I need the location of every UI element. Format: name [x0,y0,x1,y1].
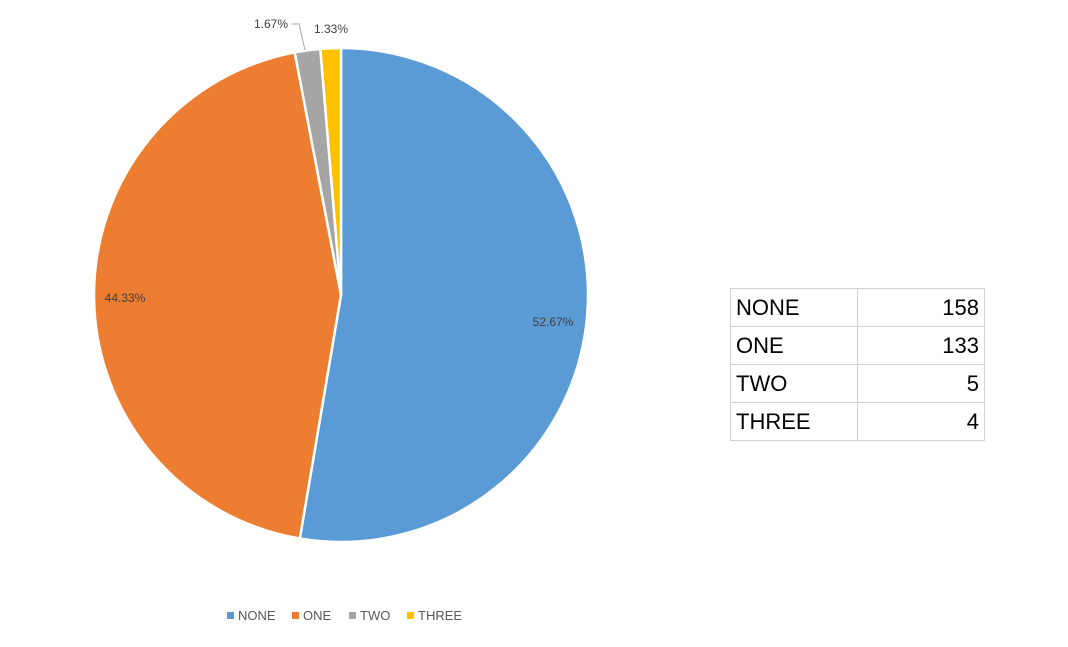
table-cell-value: 133 [857,326,985,365]
slice-label-three: 1.33% [314,22,348,36]
table-row: NONE 158 [730,288,985,327]
pie-slice-none [298,46,590,544]
legend-label-two: TWO [360,608,390,623]
table-row: ONE 133 [730,326,985,365]
table-row: TWO 5 [730,364,985,403]
table-cell-category: THREE [730,402,858,441]
leader-lines [292,23,306,51]
table-cell-category: TWO [730,364,858,403]
legend-label-one: ONE [303,608,332,623]
slice-label-none: 52.67% [533,315,574,329]
slice-label-two: 1.67% [254,17,288,31]
legend-swatch-none [227,612,234,619]
legend-swatch-three [407,612,414,619]
legend: NONE ONE TWO THREE [227,608,462,623]
pie-slice-three [319,46,343,297]
table-cell-category: ONE [730,326,858,365]
legend-swatch-one [292,612,299,619]
data-table: NONE 158 ONE 133 TWO 5 THREE 4 [730,288,985,441]
table-row: THREE 4 [730,402,985,441]
table-cell-category: NONE [730,288,858,327]
legend-label-three: THREE [418,608,462,623]
table-cell-value: 4 [857,402,985,441]
slice-labels: 52.67% 44.33% 1.67% 1.33% [105,17,574,329]
table-cell-value: 158 [857,288,985,327]
pie-slices [92,46,590,544]
legend-label-none: NONE [238,608,276,623]
slice-label-one: 44.33% [105,291,146,305]
leader-line-two [292,23,306,51]
table-cell-value: 5 [857,364,985,403]
legend-swatch-two [349,612,356,619]
pie-slice-one [92,51,343,540]
